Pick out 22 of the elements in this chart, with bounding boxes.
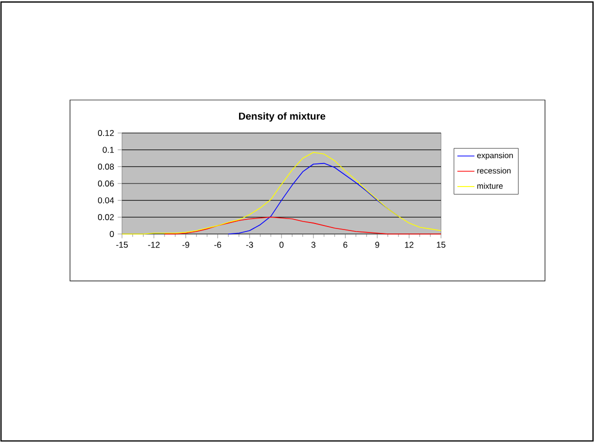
x-tick-label: -15 (116, 242, 128, 248)
x-tick-label: 9 (375, 242, 380, 248)
y-tick-label: 0.12 (98, 130, 114, 136)
y-tick-label: 0.02 (98, 214, 114, 220)
x-tick-label: -12 (148, 242, 160, 248)
x-tick-label: 0 (279, 242, 284, 248)
legend-label: recession (477, 168, 511, 174)
x-tick-label: 6 (343, 242, 348, 248)
legend-label: expansion (477, 152, 513, 160)
x-tick-label: -9 (182, 242, 190, 248)
x-tick-label: -6 (214, 242, 222, 248)
y-tick-label: 0.06 (98, 180, 114, 186)
y-tick-label: 0 (110, 230, 114, 237)
chart-title: Density of mixture (239, 112, 326, 122)
y-tick-label: 0.04 (98, 197, 114, 204)
legend-label: mixture (477, 182, 503, 189)
x-tick-label: 12 (405, 242, 414, 248)
y-tick-label: 0.08 (98, 164, 114, 170)
y-tick-label: 0.1 (102, 146, 114, 153)
x-tick-label: 3 (311, 242, 316, 248)
x-tick-label: 15 (436, 242, 446, 248)
x-tick-label: -3 (246, 242, 254, 248)
